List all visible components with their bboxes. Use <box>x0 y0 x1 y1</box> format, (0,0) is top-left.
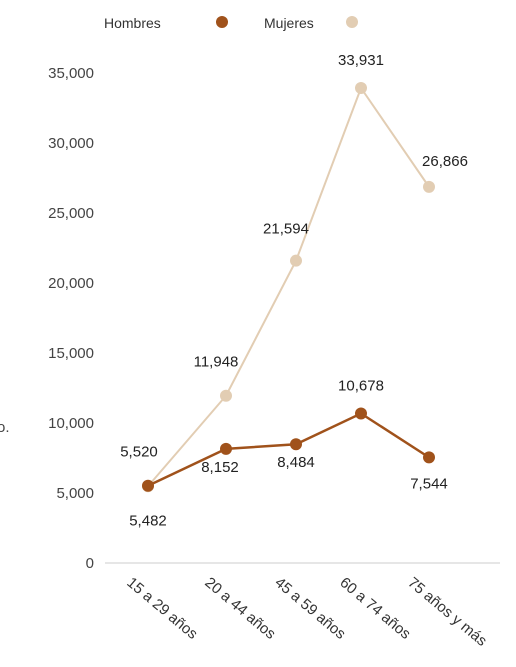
series-layer <box>142 81 435 493</box>
y-tick-label: 20,000 <box>48 275 94 292</box>
y-tick-label: 10,000 <box>48 415 94 432</box>
data-label-hombres: 8,152 <box>201 459 239 476</box>
data-label-mujeres: 11,948 <box>194 354 239 371</box>
data-label-hombres: 10,678 <box>338 378 384 395</box>
legend-marker-hombres <box>216 16 228 28</box>
y-tick-label: 15,000 <box>48 345 94 362</box>
y-axis: 0 5,000 10,000 15,000 20,000 25,000 30,000 35,0… <box>48 65 94 572</box>
data-point-mujeres <box>220 389 232 402</box>
data-point-hombres <box>220 442 232 455</box>
y-tick-label: 0 <box>86 555 94 572</box>
data-label-mujeres: 26,866 <box>422 153 468 170</box>
x-tick-label: 15 a 29 años <box>123 574 200 643</box>
x-tick-label: 20 a 44 años <box>201 574 278 643</box>
data-point-mujeres <box>355 81 367 94</box>
data-point-hombres <box>423 451 435 464</box>
data-point-hombres <box>142 479 154 492</box>
data-label-mujeres: 33,931 <box>338 52 384 69</box>
legend-marker-mujeres <box>346 16 358 28</box>
data-label-hombres: 7,544 <box>410 475 448 492</box>
legend-label-hombres: Hombres <box>104 15 161 31</box>
data-point-mujeres <box>290 254 302 267</box>
x-tick-label: 45 a 59 años <box>271 574 348 643</box>
y-tick-label: 35,000 <box>48 65 94 82</box>
y-tick-label: 25,000 <box>48 205 94 222</box>
x-tick-label: 60 a 74 años <box>336 574 413 643</box>
y-tick-label: 5,000 <box>56 485 94 502</box>
data-point-mujeres <box>423 180 435 193</box>
data-label-hombres: 8,484 <box>277 454 315 471</box>
series-line-hombres <box>147 412 430 487</box>
partial-axis-title: o. <box>0 419 10 436</box>
data-labels: 5,520 8,152 8,484 10,678 7,544 5,482 11,948 21,… <box>120 52 468 529</box>
data-label-hombres: 5,520 <box>120 444 158 461</box>
x-tick-label: 75 años y más <box>404 574 490 650</box>
data-label-mujeres: 21,594 <box>263 221 309 238</box>
legend-label-mujeres: Mujeres <box>264 15 314 31</box>
data-point-hombres <box>355 407 367 420</box>
series-line-mujeres <box>147 85 430 487</box>
y-tick-label: 30,000 <box>48 135 94 152</box>
data-point-hombres <box>290 438 302 451</box>
data-label-mujeres: 5,482 <box>129 512 167 529</box>
